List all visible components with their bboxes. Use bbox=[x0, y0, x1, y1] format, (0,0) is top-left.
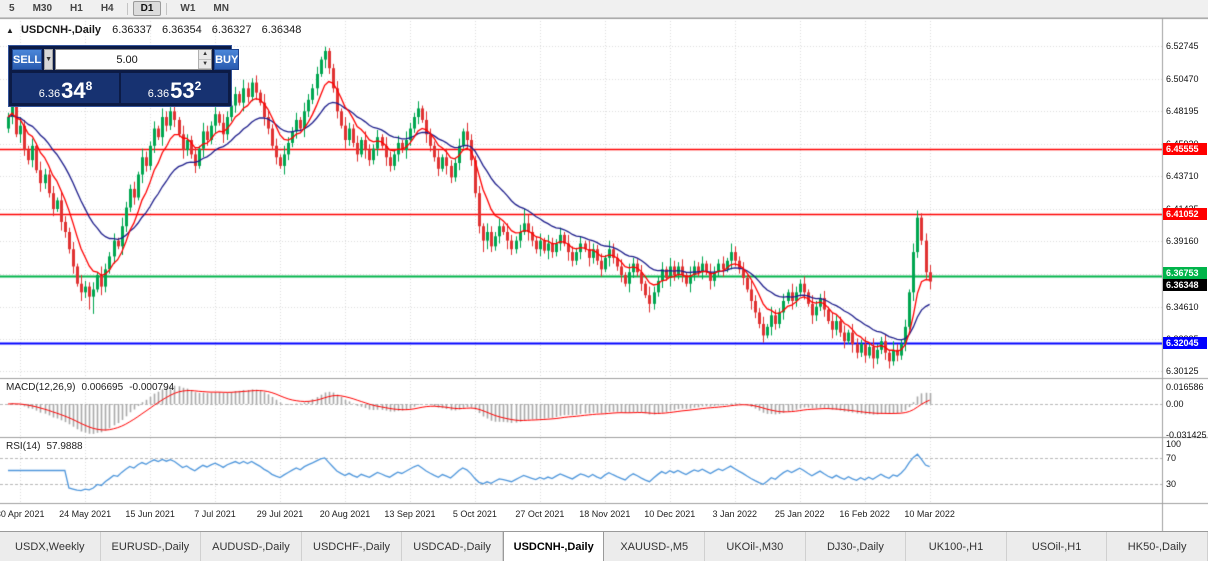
ohlc-close: 6.36348 bbox=[261, 24, 302, 36]
toolbar-separator bbox=[166, 2, 168, 15]
timeframe-toolbar: 5 M30 H1 H4 D1 W1 MN bbox=[0, 0, 1208, 18]
timeframe-button-w1[interactable]: W1 bbox=[180, 3, 196, 14]
timeframe-button-h4[interactable]: H4 bbox=[100, 3, 114, 14]
timeframe-button-mn[interactable]: MN bbox=[213, 3, 229, 14]
sell-price-sup: 8 bbox=[85, 79, 93, 93]
macd-title: MACD(12,26,9) bbox=[6, 382, 76, 393]
sell-price-prefix: 6.36 bbox=[38, 88, 61, 100]
chart-tab-usoil-h1[interactable]: USOil-,H1 bbox=[1007, 532, 1108, 561]
buy-price-sup: 2 bbox=[194, 79, 202, 93]
ohlc-low: 6.36327 bbox=[211, 24, 252, 36]
volume-spinner: ▲ ▼ bbox=[198, 50, 212, 69]
timeframe-button-m30[interactable]: M30 bbox=[32, 3, 53, 14]
chart-tab-eurusd-daily[interactable]: EURUSD-,Daily bbox=[101, 532, 202, 561]
chart-tab-xauusd-m5[interactable]: XAUUSD-,M5 bbox=[604, 532, 706, 561]
ohlc-high: 6.36354 bbox=[161, 24, 202, 36]
chart-tab-usdchf-daily[interactable]: USDCHF-,Daily bbox=[302, 532, 403, 561]
volume-field: ▲ ▼ bbox=[55, 49, 213, 70]
rsi-title: RSI(14) bbox=[6, 441, 41, 452]
buy-price-prefix: 6.36 bbox=[147, 88, 170, 100]
timeframe-button-h1[interactable]: H1 bbox=[70, 3, 83, 14]
sell-button[interactable]: SELL bbox=[12, 49, 43, 70]
chart-tab-uk100-h1[interactable]: UK100-,H1 bbox=[906, 532, 1007, 561]
macd-main-value: 0.006695 bbox=[81, 382, 124, 393]
sell-price-display[interactable]: 6.36 34 8 bbox=[12, 73, 119, 103]
chart-ohlc-header: ▲ USDCNH-,Daily 6.36337 6.36354 6.36327 … bbox=[6, 24, 308, 36]
chart-tab-bar: USDX,Weekly EURUSD-,Daily AUDUSD-,Daily USD… bbox=[0, 531, 1208, 561]
ohlc-open: 6.36337 bbox=[112, 24, 152, 36]
trade-panel-collapse-icon[interactable]: ▲ bbox=[6, 26, 14, 35]
chart-tab-ukoil-m30[interactable]: UKOil-,M30 bbox=[705, 532, 806, 561]
timeframe-button-5[interactable]: 5 bbox=[9, 3, 15, 14]
volume-increase-icon[interactable]: ▲ bbox=[199, 50, 212, 60]
toolbar-separator bbox=[126, 2, 128, 15]
sell-price-big: 34 bbox=[61, 78, 86, 103]
chart-symbol-title: USDCNH-,Daily bbox=[20, 24, 102, 36]
buy-price-big: 53 bbox=[170, 78, 195, 103]
rsi-pane-label: RSI(14) 57.9888 bbox=[6, 441, 89, 452]
buy-price-display[interactable]: 6.36 53 2 bbox=[121, 73, 228, 103]
chart-tab-usdcnh-daily[interactable]: USDCNH-,Daily bbox=[502, 532, 605, 561]
volume-input[interactable] bbox=[56, 50, 199, 69]
chart-tab-hk50-daily[interactable]: HK50-,Daily bbox=[1107, 532, 1208, 561]
volume-decrease-icon[interactable]: ▼ bbox=[199, 59, 212, 69]
chart-tab-dj30-daily[interactable]: DJ30-,Daily bbox=[806, 532, 907, 561]
chart-window: ▲ USDCNH-,Daily 6.36337 6.36354 6.36327 … bbox=[0, 18, 1208, 531]
macd-signal-value: -0.000794 bbox=[129, 382, 175, 393]
timeframe-button-d1[interactable]: D1 bbox=[132, 1, 162, 16]
macd-pane-label: MACD(12,26,9) 0.006695 -0.000794 bbox=[6, 382, 180, 393]
buy-button[interactable]: BUY bbox=[214, 49, 240, 70]
chart-tab-usdcad-daily[interactable]: USDCAD-,Daily bbox=[402, 532, 503, 561]
chart-tab-usdx-weekly[interactable]: USDX,Weekly bbox=[0, 532, 101, 561]
rsi-value: 57.9888 bbox=[46, 441, 83, 452]
chart-tab-audusd-daily[interactable]: AUDUSD-,Daily bbox=[201, 532, 302, 561]
volume-dropdown-icon[interactable]: ▼ bbox=[44, 49, 54, 70]
